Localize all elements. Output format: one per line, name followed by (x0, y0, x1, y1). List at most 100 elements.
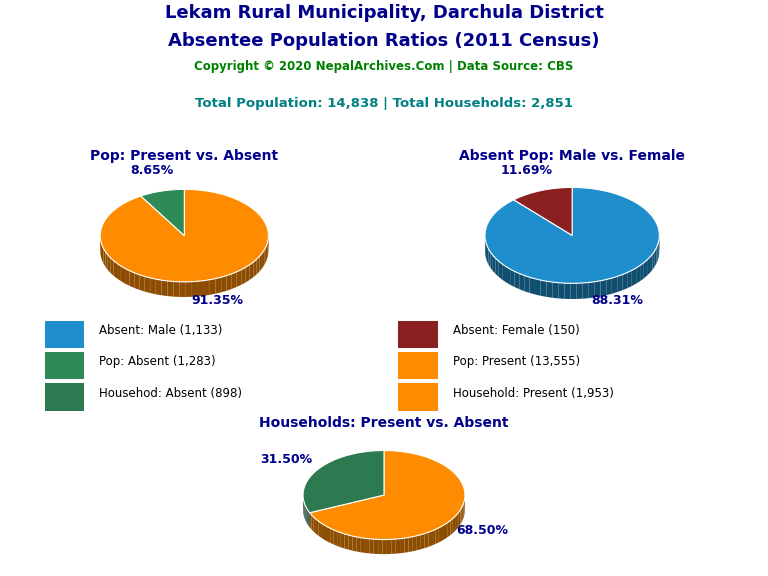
Polygon shape (552, 282, 558, 298)
Polygon shape (583, 282, 589, 299)
FancyBboxPatch shape (45, 321, 84, 348)
Polygon shape (144, 276, 150, 293)
Polygon shape (313, 517, 316, 534)
Polygon shape (491, 252, 493, 271)
Polygon shape (333, 530, 337, 546)
Polygon shape (321, 523, 324, 540)
Text: Absentee Population Ratios (2011 Census): Absentee Population Ratios (2011 Census) (168, 32, 600, 50)
Polygon shape (139, 275, 144, 291)
Polygon shape (453, 516, 455, 533)
Polygon shape (232, 272, 237, 289)
Polygon shape (571, 283, 577, 299)
Polygon shape (425, 532, 429, 548)
Polygon shape (104, 248, 105, 267)
Polygon shape (622, 272, 627, 290)
Polygon shape (510, 269, 515, 287)
Polygon shape (558, 283, 564, 299)
Polygon shape (412, 536, 417, 551)
Text: 31.50%: 31.50% (260, 453, 312, 466)
Polygon shape (310, 450, 465, 540)
Polygon shape (102, 245, 104, 264)
Polygon shape (260, 253, 262, 271)
Polygon shape (349, 535, 353, 551)
Polygon shape (519, 274, 525, 291)
Text: Househod: Absent (898): Househod: Absent (898) (99, 386, 242, 400)
Text: 88.31%: 88.31% (591, 294, 644, 307)
Polygon shape (204, 280, 210, 295)
Polygon shape (121, 266, 125, 283)
Polygon shape (353, 536, 356, 551)
Polygon shape (546, 281, 552, 298)
Polygon shape (435, 528, 439, 544)
Polygon shape (644, 260, 647, 278)
Polygon shape (462, 505, 463, 522)
Polygon shape (612, 276, 617, 294)
Polygon shape (655, 248, 657, 267)
Text: Households: Present vs. Absent: Households: Present vs. Absent (260, 416, 508, 430)
Polygon shape (237, 270, 241, 287)
Polygon shape (485, 187, 660, 283)
Polygon shape (636, 266, 640, 283)
FancyBboxPatch shape (399, 321, 439, 348)
Polygon shape (309, 511, 310, 527)
Polygon shape (174, 282, 180, 297)
Polygon shape (653, 251, 655, 270)
Polygon shape (100, 190, 269, 282)
Polygon shape (535, 279, 541, 295)
Polygon shape (445, 522, 448, 539)
Polygon shape (192, 281, 198, 297)
Polygon shape (267, 240, 268, 259)
FancyBboxPatch shape (45, 352, 84, 380)
Polygon shape (658, 241, 659, 260)
Polygon shape (617, 275, 622, 292)
Polygon shape (387, 539, 392, 554)
FancyBboxPatch shape (399, 384, 439, 411)
Polygon shape (111, 257, 114, 276)
Polygon shape (337, 531, 341, 547)
Text: Pop: Absent (1,283): Pop: Absent (1,283) (99, 355, 216, 368)
Polygon shape (502, 264, 506, 282)
Polygon shape (161, 280, 167, 296)
Polygon shape (515, 271, 519, 289)
Text: Copyright © 2020 NepalArchives.Com | Data Source: CBS: Copyright © 2020 NepalArchives.Com | Dat… (194, 60, 574, 74)
Polygon shape (345, 534, 349, 550)
Polygon shape (458, 510, 461, 526)
Polygon shape (257, 256, 260, 274)
Polygon shape (216, 277, 221, 294)
Polygon shape (606, 278, 612, 295)
Polygon shape (312, 515, 313, 532)
Polygon shape (210, 279, 216, 295)
Polygon shape (650, 254, 653, 272)
Polygon shape (432, 529, 435, 545)
Polygon shape (180, 282, 186, 297)
Polygon shape (266, 244, 267, 262)
Polygon shape (417, 535, 421, 550)
Polygon shape (141, 190, 184, 236)
Polygon shape (498, 261, 502, 280)
Polygon shape (421, 533, 425, 550)
Polygon shape (341, 533, 345, 548)
Text: 11.69%: 11.69% (501, 164, 553, 177)
Polygon shape (130, 271, 134, 288)
FancyBboxPatch shape (45, 384, 84, 411)
Polygon shape (382, 540, 387, 554)
Polygon shape (457, 512, 458, 529)
Polygon shape (530, 277, 535, 294)
Polygon shape (601, 279, 606, 297)
Polygon shape (134, 273, 139, 290)
Text: Absent Pop: Male vs. Female: Absent Pop: Male vs. Female (459, 149, 685, 162)
Polygon shape (657, 244, 658, 263)
Polygon shape (448, 521, 450, 537)
Text: 8.65%: 8.65% (130, 165, 174, 177)
Polygon shape (310, 513, 312, 529)
Polygon shape (324, 525, 327, 541)
Polygon shape (493, 255, 495, 274)
Polygon shape (404, 537, 409, 553)
Polygon shape (461, 507, 462, 524)
Text: 68.50%: 68.50% (456, 524, 508, 537)
Polygon shape (495, 258, 498, 277)
Polygon shape (365, 539, 369, 554)
Text: Absent: Male (1,133): Absent: Male (1,133) (99, 324, 222, 337)
Polygon shape (442, 524, 445, 541)
Text: Household: Present (1,953): Household: Present (1,953) (452, 386, 614, 400)
